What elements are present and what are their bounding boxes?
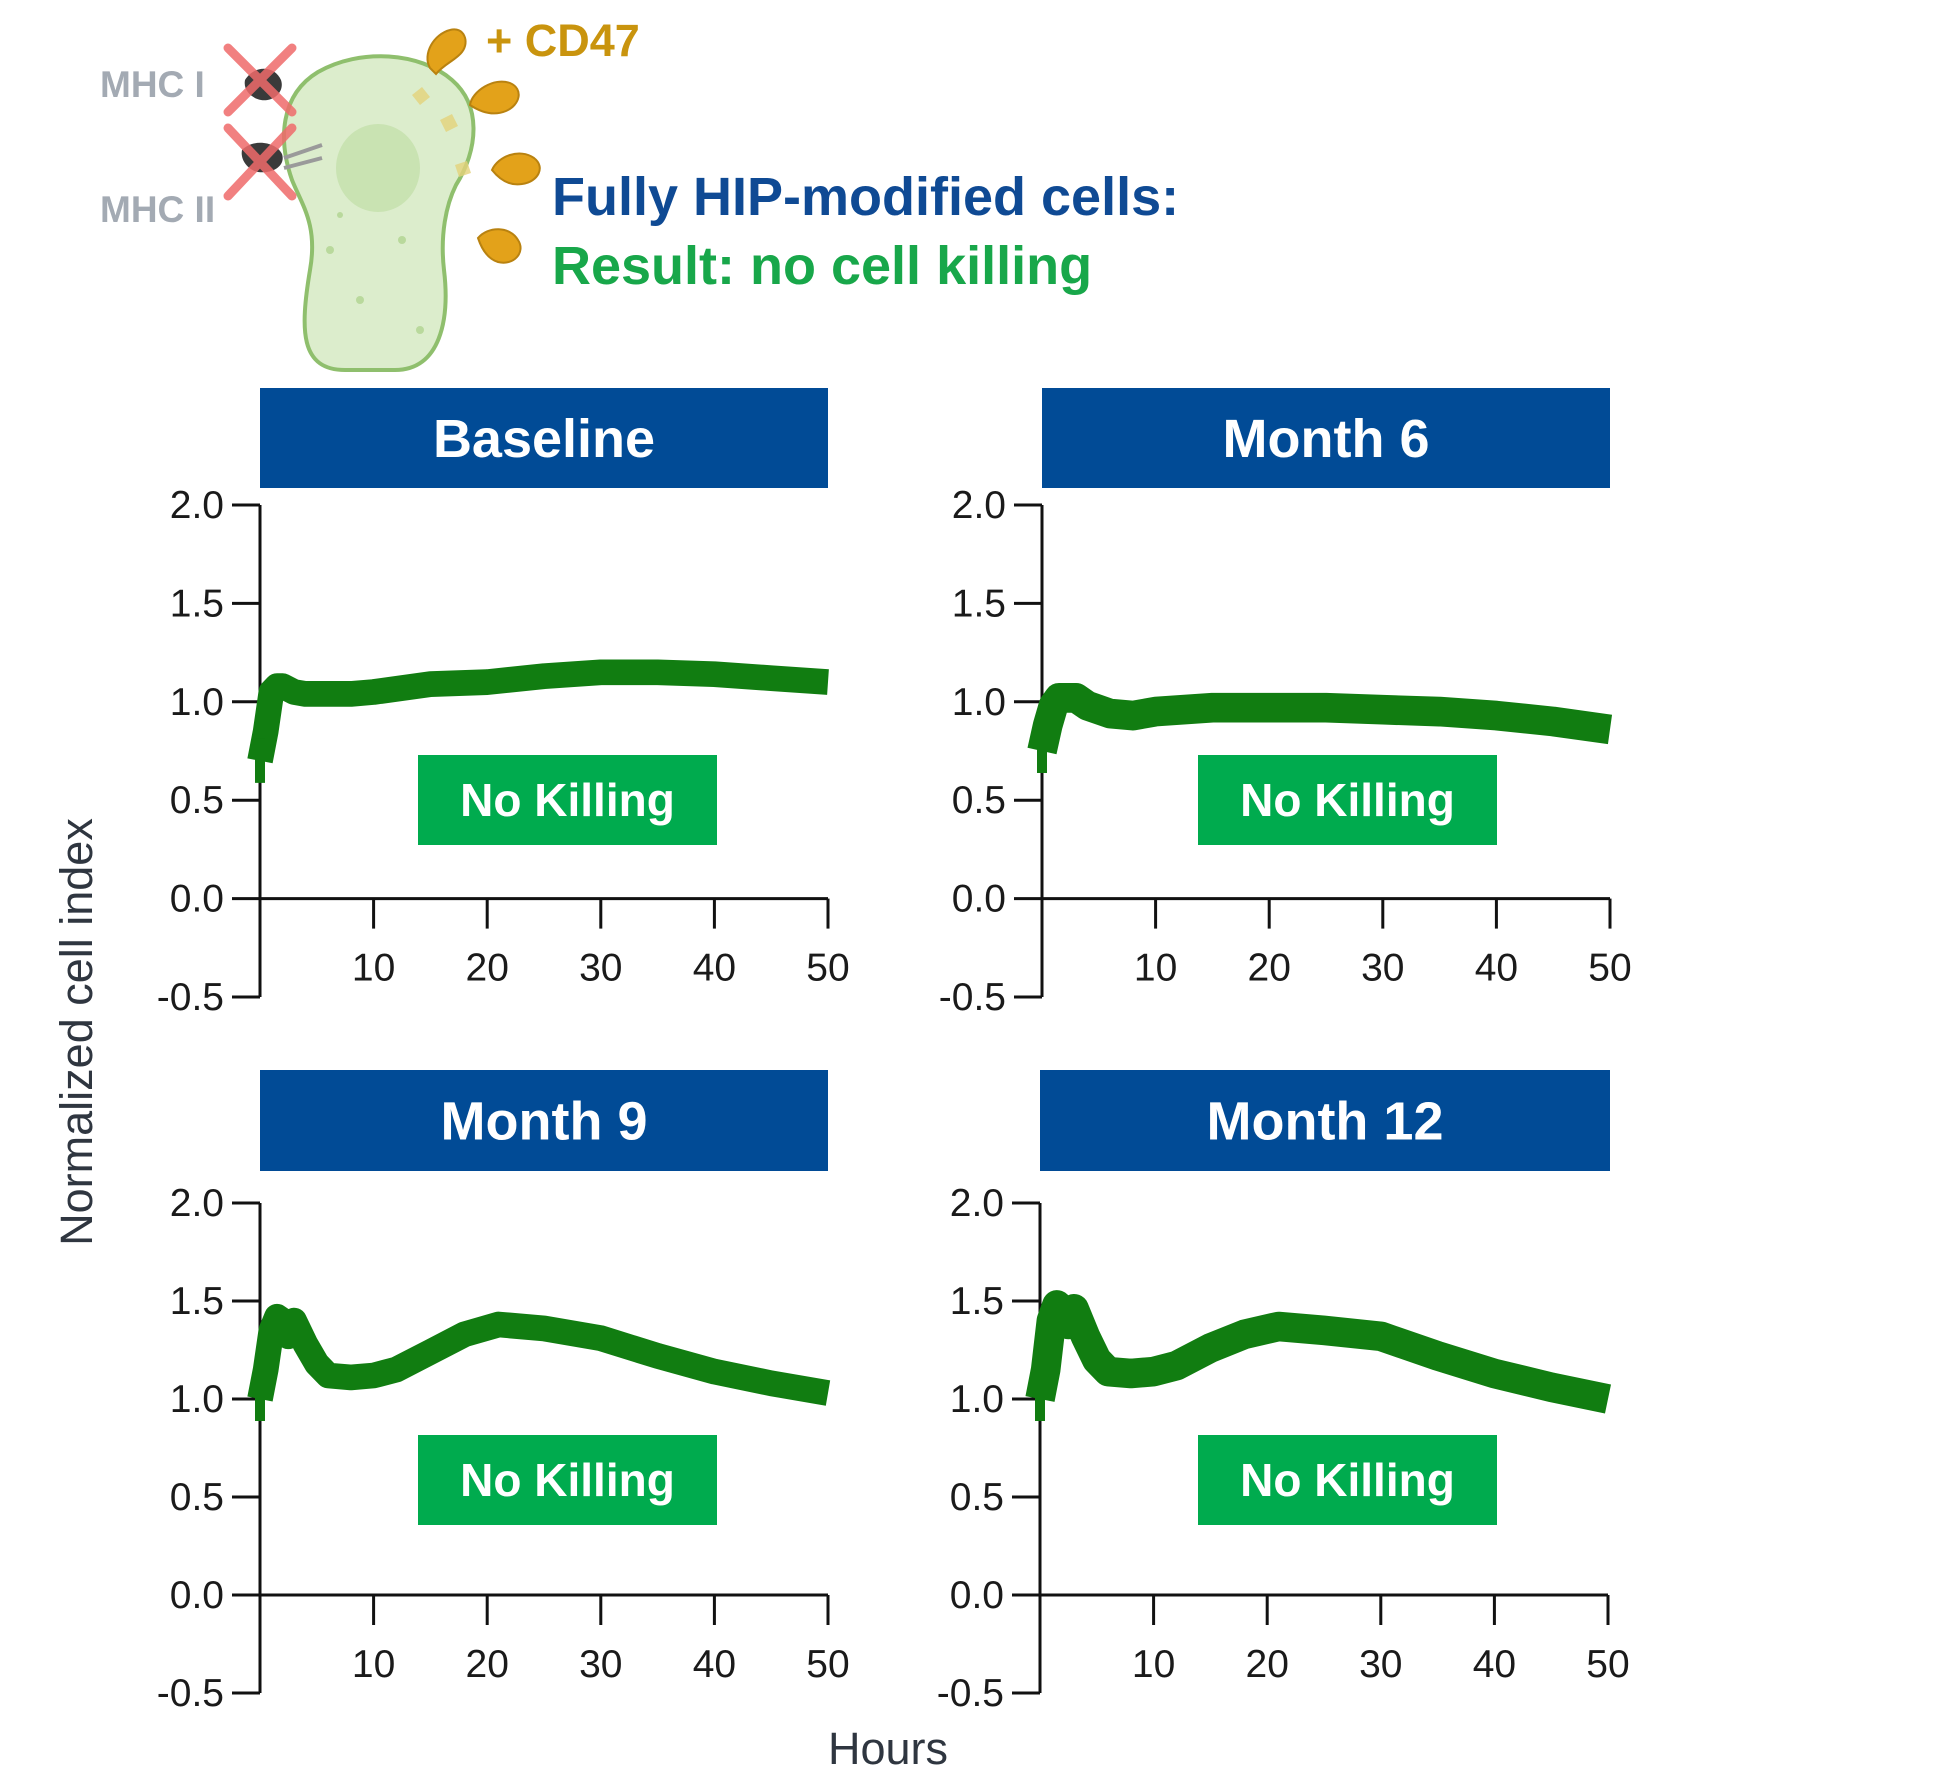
no-killing-badge bbox=[1198, 755, 1497, 845]
mhc2-label: MHC II bbox=[100, 189, 215, 230]
mhc2-cross-icon bbox=[223, 123, 297, 201]
x-tick-label: 10 bbox=[352, 1643, 395, 1686]
nucleus-icon bbox=[336, 124, 420, 212]
y-tick-label: 1.5 bbox=[950, 1280, 1004, 1323]
no-killing-badge bbox=[418, 1435, 717, 1525]
y-axis-title: Normalized cell index bbox=[51, 818, 102, 1246]
header-title: Fully HIP-modified cells: bbox=[552, 167, 1179, 227]
x-tick-label: 20 bbox=[1246, 1643, 1289, 1686]
y-tick-label: 0.0 bbox=[950, 1574, 1004, 1617]
chart-panel-baseline: Baseline 2.0 1.5 1.0 0.5 0.0 -0.5 10 20 30 40 50 No … bbox=[157, 388, 850, 1019]
y-tick-label: 1.0 bbox=[170, 681, 224, 724]
mhc1-label: MHC I bbox=[100, 64, 205, 105]
cd47-membrane-icon bbox=[440, 114, 458, 132]
x-tick-label: 20 bbox=[1248, 947, 1291, 990]
cell-illustration: MHC I MHC II + CD47 bbox=[100, 15, 640, 372]
cell-body-icon bbox=[282, 54, 476, 372]
x-tick-label: 10 bbox=[352, 947, 395, 990]
x-tick-label: 30 bbox=[1359, 1643, 1402, 1686]
x-tick-label: 30 bbox=[579, 947, 622, 990]
mhc2-stalk-icon bbox=[283, 143, 323, 160]
x-tick-label: 30 bbox=[1361, 947, 1404, 990]
cd47-receptor-icon bbox=[490, 152, 541, 186]
x-tick-label: 50 bbox=[1586, 1643, 1629, 1686]
y-tick-label: 1.5 bbox=[170, 1280, 224, 1323]
vesicle-icon bbox=[398, 236, 406, 244]
x-tick-label: 40 bbox=[693, 1643, 736, 1686]
series-line-baseline bbox=[247, 659, 829, 764]
panel-title: Month 6 bbox=[1223, 409, 1430, 469]
x-tick-label: 20 bbox=[466, 1643, 509, 1686]
no-killing-label: No Killing bbox=[1240, 774, 1455, 826]
vesicle-icon bbox=[416, 326, 424, 334]
panel-title-band bbox=[1040, 1070, 1610, 1171]
panel-title-band bbox=[260, 388, 828, 488]
cd47-receptor-icon bbox=[426, 28, 467, 76]
x-axis-title: Hours bbox=[828, 1723, 948, 1774]
panel-title: Month 9 bbox=[441, 1092, 648, 1152]
x-tick-label: 40 bbox=[693, 947, 736, 990]
panel-title: Baseline bbox=[433, 409, 655, 469]
x-tick-label: 40 bbox=[1475, 947, 1518, 990]
y-tick-label: -0.5 bbox=[157, 976, 224, 1019]
y-tick-label: 1.0 bbox=[950, 1378, 1004, 1421]
y-tick-label: 0.0 bbox=[170, 1574, 224, 1617]
no-killing-label: No Killing bbox=[460, 774, 675, 826]
no-killing-badge bbox=[418, 755, 717, 845]
series-line-month-12 bbox=[1025, 1290, 1612, 1414]
chart-panel-month-12: Month 12 2.0 1.5 1.0 0.5 0.0 -0.5 10 20 30 40 50 No … bbox=[937, 1070, 1630, 1715]
cd47-receptor-icon bbox=[468, 80, 520, 115]
y-tick-label: -0.5 bbox=[157, 1672, 224, 1715]
y-tick-label: 1.0 bbox=[170, 1378, 224, 1421]
y-tick-label: 0.0 bbox=[170, 878, 224, 921]
y-tick-label: 0.5 bbox=[170, 1476, 224, 1519]
chart-panel-month-6: Month 6 2.0 1.5 1.0 0.5 0.0 -0.5 10 20 30 40 50 No K… bbox=[939, 388, 1632, 1019]
cd47-membrane-icon bbox=[412, 87, 430, 105]
vesicle-icon bbox=[337, 212, 343, 218]
y-tick-label: 0.5 bbox=[170, 779, 224, 822]
y-tick-label: 2.0 bbox=[950, 1182, 1004, 1225]
chart-panel-month-9: Month 9 2.0 1.5 1.0 0.5 0.0 -0.5 10 20 30 40 50 No K… bbox=[157, 1070, 850, 1715]
y-tick-label: 1.0 bbox=[952, 681, 1006, 724]
x-tick-label: 50 bbox=[806, 1643, 849, 1686]
vesicle-icon bbox=[356, 296, 364, 304]
y-tick-label: 0.0 bbox=[952, 878, 1006, 921]
no-killing-badge bbox=[1198, 1435, 1497, 1525]
series-line-month-9 bbox=[247, 1303, 831, 1406]
panel-title-band bbox=[260, 1070, 828, 1171]
header-result: Result: no cell killing bbox=[552, 236, 1092, 296]
y-tick-label: 1.5 bbox=[170, 582, 224, 625]
panel-title: Month 12 bbox=[1207, 1092, 1444, 1152]
cd47-label: + CD47 bbox=[486, 15, 640, 66]
x-tick-label: 30 bbox=[579, 1643, 622, 1686]
x-tick-label: 40 bbox=[1473, 1643, 1516, 1686]
y-tick-label: 0.5 bbox=[952, 779, 1006, 822]
y-tick-label: 2.0 bbox=[952, 484, 1006, 527]
y-tick-label: 2.0 bbox=[170, 1182, 224, 1225]
cd47-receptor-icon bbox=[476, 228, 522, 264]
y-tick-label: 1.5 bbox=[952, 582, 1006, 625]
x-tick-label: 20 bbox=[466, 947, 509, 990]
vesicle-icon bbox=[326, 246, 334, 254]
x-tick-label: 10 bbox=[1132, 1643, 1175, 1686]
y-tick-label: 2.0 bbox=[170, 484, 224, 527]
no-killing-label: No Killing bbox=[460, 1454, 675, 1506]
x-tick-label: 50 bbox=[1588, 947, 1631, 990]
y-tick-label: 0.5 bbox=[950, 1476, 1004, 1519]
x-tick-label: 50 bbox=[806, 947, 849, 990]
no-killing-label: No Killing bbox=[1240, 1454, 1455, 1506]
y-tick-label: -0.5 bbox=[937, 1672, 1004, 1715]
mhc2-stalk-icon bbox=[283, 156, 323, 170]
series-line-month-6 bbox=[1027, 683, 1613, 755]
y-tick-label: -0.5 bbox=[939, 976, 1006, 1019]
panel-title-band bbox=[1042, 388, 1610, 488]
mhc1-cross-icon bbox=[223, 43, 297, 117]
cd47-membrane-icon bbox=[455, 161, 471, 177]
x-tick-label: 10 bbox=[1134, 947, 1177, 990]
